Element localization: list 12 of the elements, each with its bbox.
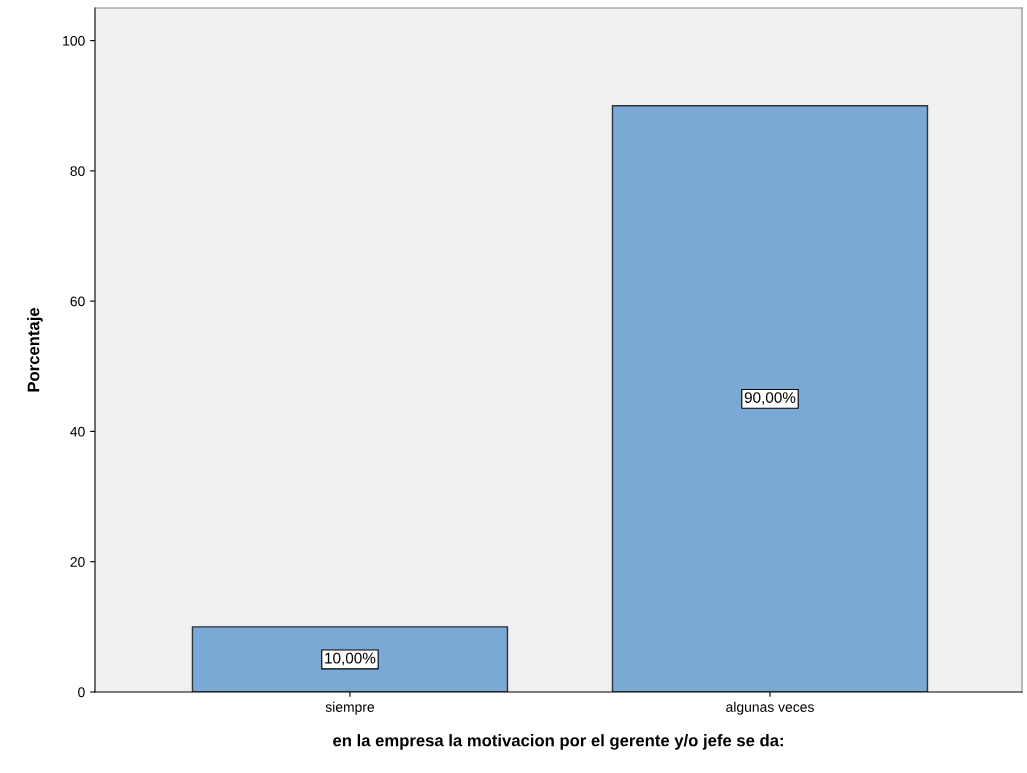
data-label: 10,00%	[325, 652, 376, 666]
x-axis-title: en la empresa la motivacion por el gerente y/o jefe se da:	[333, 734, 783, 750]
y-tick-label: 100	[63, 35, 85, 46]
y-tick-label: 20	[70, 557, 85, 567]
y-tick-label: 80	[70, 166, 85, 177]
y-tick-label: 0	[78, 687, 85, 698]
x-tick-label: siempre	[325, 701, 375, 715]
y-tick-label: 40	[70, 426, 85, 437]
y-axis-title: Porcentaje	[27, 307, 43, 392]
x-tick-label: algunas veces	[726, 701, 814, 715]
data-label: 90,00%	[744, 392, 796, 405]
y-tick-label: 60	[70, 296, 85, 307]
